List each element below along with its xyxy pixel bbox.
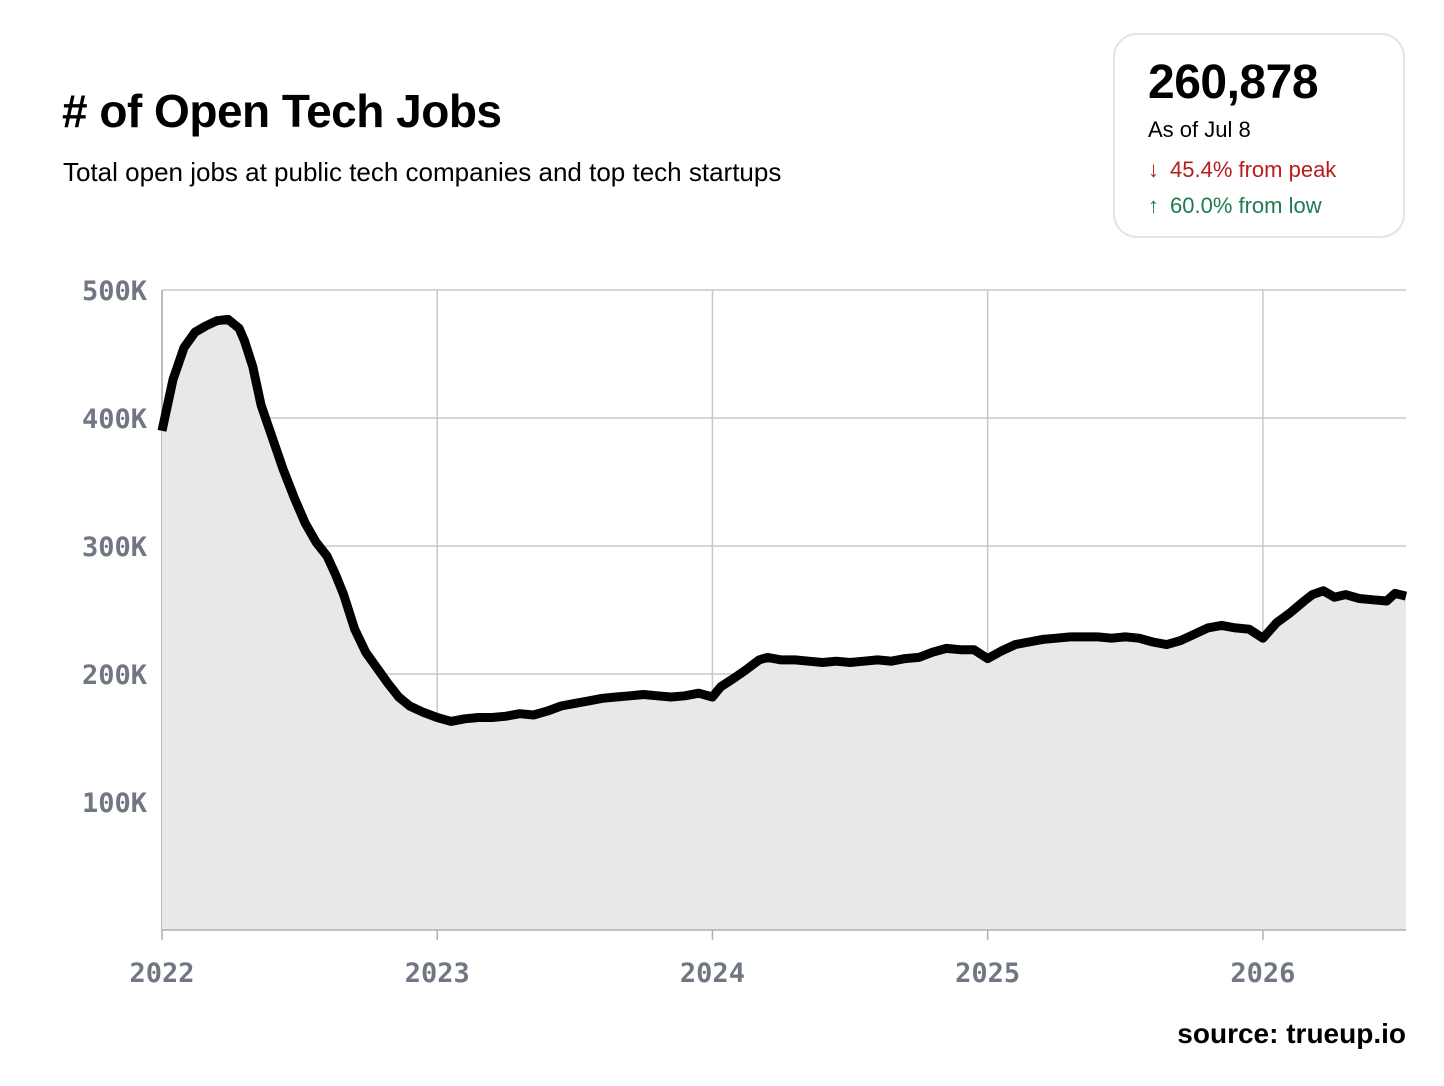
chart-title: # of Open Tech Jobs [62, 85, 502, 137]
y-tick-label: 100K [82, 788, 148, 819]
x-tick-label: 2026 [1230, 958, 1295, 989]
current-value: 260,878 [1148, 56, 1319, 109]
arrow-up-icon: ↑ [1148, 193, 1159, 218]
source-credit: source: trueup.io [1177, 1018, 1406, 1049]
x-tick-label: 2024 [680, 958, 745, 989]
change-from-peak: ↓ 45.4% from peak [1148, 157, 1336, 183]
change-from-low: ↑ 60.0% from low [1148, 193, 1322, 219]
y-tick-label: 500K [82, 276, 148, 307]
x-tick-label: 2025 [955, 958, 1020, 989]
x-axis: 2022 2023 2024 2025 2026 [129, 930, 1295, 989]
low-change-text: 60.0% from low [1170, 193, 1322, 218]
y-axis: 100K 200K 300K 400K 500K [82, 276, 148, 819]
series-line [157, 314, 1408, 726]
chart-subtitle: Total open jobs at public tech companies… [63, 157, 782, 187]
area-fill [162, 319, 1406, 930]
x-tick-label: 2022 [129, 958, 194, 989]
line-chart: 2022 2023 2024 2025 2026 100K 200K 300K 400K 500… [82, 276, 1408, 989]
y-tick-label: 200K [82, 660, 148, 691]
as-of-date: As of Jul 8 [1148, 117, 1251, 142]
y-tick-label: 400K [82, 404, 148, 435]
stat-card: 260,878 As of Jul 8 ↓ 45.4% from peak ↑ 60… [1113, 33, 1405, 238]
x-tick-label: 2023 [405, 958, 470, 989]
peak-change-text: 45.4% from peak [1170, 157, 1337, 182]
arrow-down-icon: ↓ [1148, 157, 1159, 182]
y-tick-label: 300K [82, 532, 148, 563]
